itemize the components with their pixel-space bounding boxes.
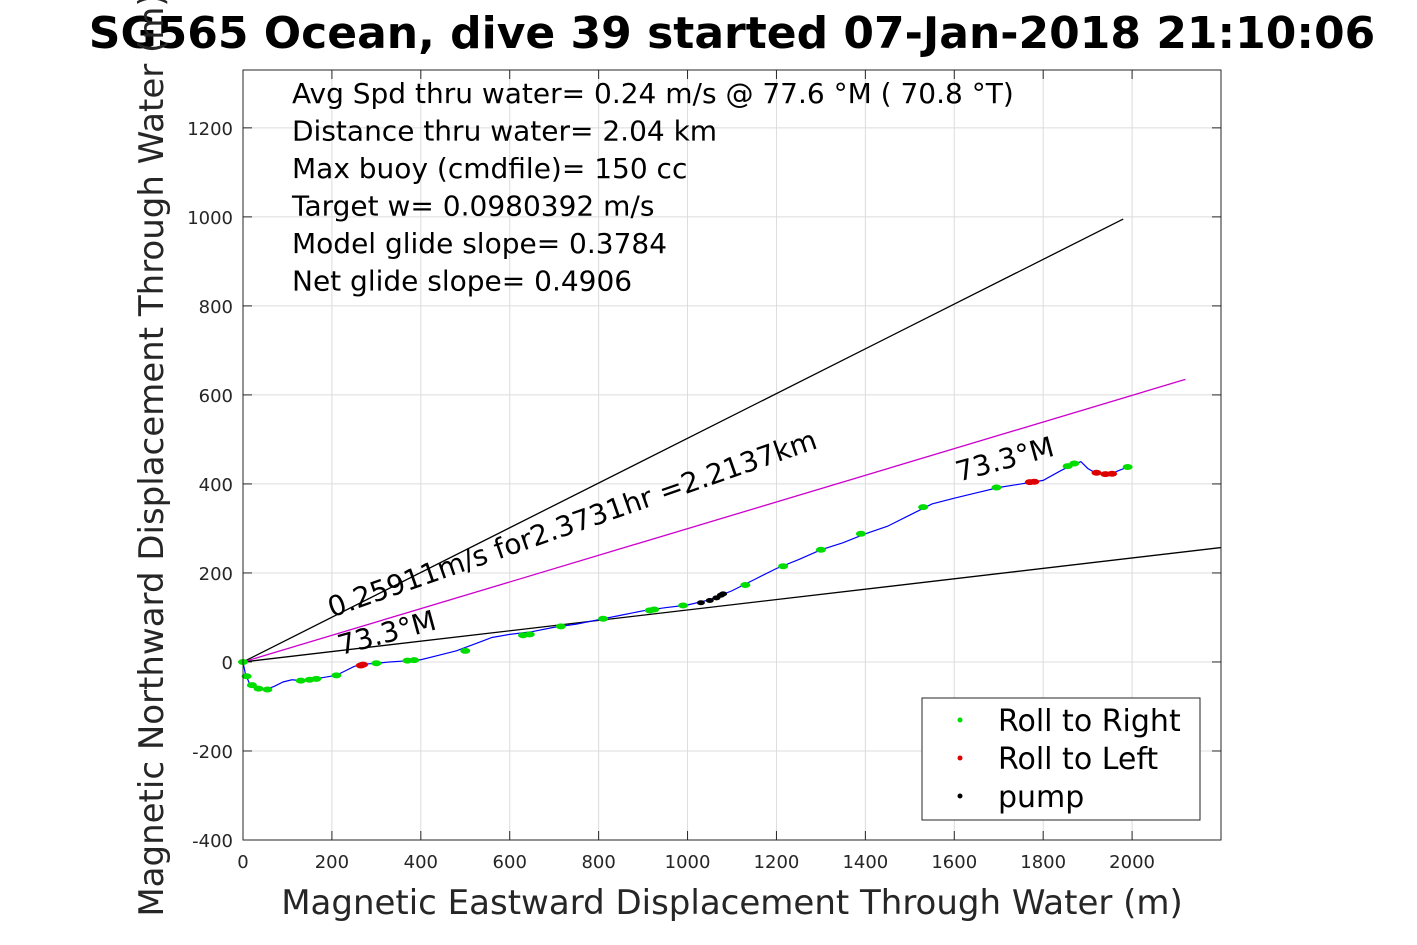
roll-right-point — [460, 647, 471, 654]
y-tick-label: 1200 — [187, 119, 233, 140]
roll-right-point — [555, 623, 566, 630]
x-tick-label: 0 — [237, 852, 248, 873]
legend-marker — [957, 717, 963, 723]
legend-label: Roll to Right — [998, 704, 1181, 739]
y-tick-label: 800 — [199, 297, 233, 318]
roll-right-point — [253, 685, 264, 692]
pump-point — [705, 598, 714, 604]
legend-box — [921, 697, 1201, 821]
roll-right-point — [815, 546, 826, 553]
y-tick-label: 1000 — [187, 208, 233, 229]
roll-right-point — [598, 615, 609, 622]
roll-right-point — [371, 660, 382, 667]
x-tick-label: 1800 — [1020, 852, 1066, 873]
chart-title: SG565 Ocean, dive 39 started 07-Jan-2018… — [89, 8, 1375, 59]
x-tick-label: 800 — [581, 852, 615, 873]
grid — [242, 70, 1221, 841]
x-tick-label: 600 — [493, 852, 527, 873]
roll-right-point — [991, 484, 1002, 491]
roll-right-point — [311, 675, 322, 682]
roll-right-point — [649, 606, 660, 613]
y-axis-label: Magnetic Northward Displacement Through … — [132, 0, 172, 917]
reference-line-upper-bound — [242, 218, 1124, 663]
plot-frame — [242, 69, 1222, 841]
track-markers — [238, 460, 1133, 693]
legend-marker — [957, 755, 963, 761]
reference-line-lower-bound — [242, 546, 1222, 663]
roll-right-point — [1122, 464, 1133, 471]
y-tick-label: -200 — [192, 742, 233, 763]
dive-stat-line: Net glide slope= 0.4906 — [292, 265, 632, 298]
roll-right-point — [241, 673, 252, 680]
roll-right-point — [295, 677, 306, 684]
pump-point — [719, 591, 728, 597]
roll-right-point — [409, 657, 420, 664]
dive-stats: Avg Spd thru water= 0.24 m/s @ 77.6 °M (… — [291, 77, 1014, 298]
x-axis-label: Magnetic Eastward Displacement Through W… — [281, 883, 1183, 923]
roll-right-point — [855, 530, 866, 537]
x-tick-label: 1600 — [931, 852, 977, 873]
y-tick-labels: -400 -200 0 200 400 600 800 1000 1200 — [187, 119, 233, 852]
roll-right-point — [524, 631, 535, 638]
legend-marker — [957, 793, 963, 799]
x-tick-label: 2000 — [1109, 852, 1155, 873]
x-tick-label: 1000 — [665, 852, 711, 873]
reference-lines — [242, 218, 1222, 663]
y-tick-label: 0 — [222, 653, 233, 674]
roll-right-point — [740, 581, 751, 588]
dive-stat-line: Avg Spd thru water= 0.24 m/s @ 77.6 °M (… — [292, 77, 1014, 110]
dive-stat-line: Target w= 0.0980392 m/s — [291, 190, 654, 223]
roll-right-point — [262, 686, 273, 693]
roll-right-point — [246, 682, 257, 689]
legend-label: Roll to Left — [998, 742, 1158, 777]
y-tick-label: -400 — [192, 831, 233, 852]
roll-right-point — [1069, 460, 1080, 467]
x-tick-label: 1200 — [754, 852, 800, 873]
pump-point — [696, 600, 705, 606]
reference-line-heading — [242, 378, 1186, 663]
roll-left-point — [1107, 470, 1118, 477]
y-tick-label: 400 — [199, 475, 233, 496]
y-tick-label: 600 — [199, 386, 233, 407]
roll-left-point — [1091, 469, 1102, 476]
roll-right-point — [678, 602, 689, 609]
x-tick-labels: 0 200 400 600 800 1000 1200 1400 1600 1800 2000 — [237, 852, 1155, 873]
y-tick-label: 200 — [199, 564, 233, 585]
dive-stat-line: Distance thru water= 2.04 km — [292, 115, 717, 148]
roll-right-point — [778, 563, 789, 570]
dive-stat-line: Model glide slope= 0.3784 — [292, 227, 667, 260]
roll-left-point — [1029, 478, 1040, 485]
roll-left-point — [358, 661, 369, 668]
dive-stat-line: Max buoy (cmdfile)= 150 cc — [292, 152, 687, 185]
x-tick-label: 200 — [315, 852, 349, 873]
x-tick-label: 400 — [404, 852, 438, 873]
roll-right-point — [918, 504, 929, 511]
x-tick-label: 1400 — [842, 852, 888, 873]
legend-label: pump — [998, 780, 1084, 815]
roll-right-point — [331, 672, 342, 679]
